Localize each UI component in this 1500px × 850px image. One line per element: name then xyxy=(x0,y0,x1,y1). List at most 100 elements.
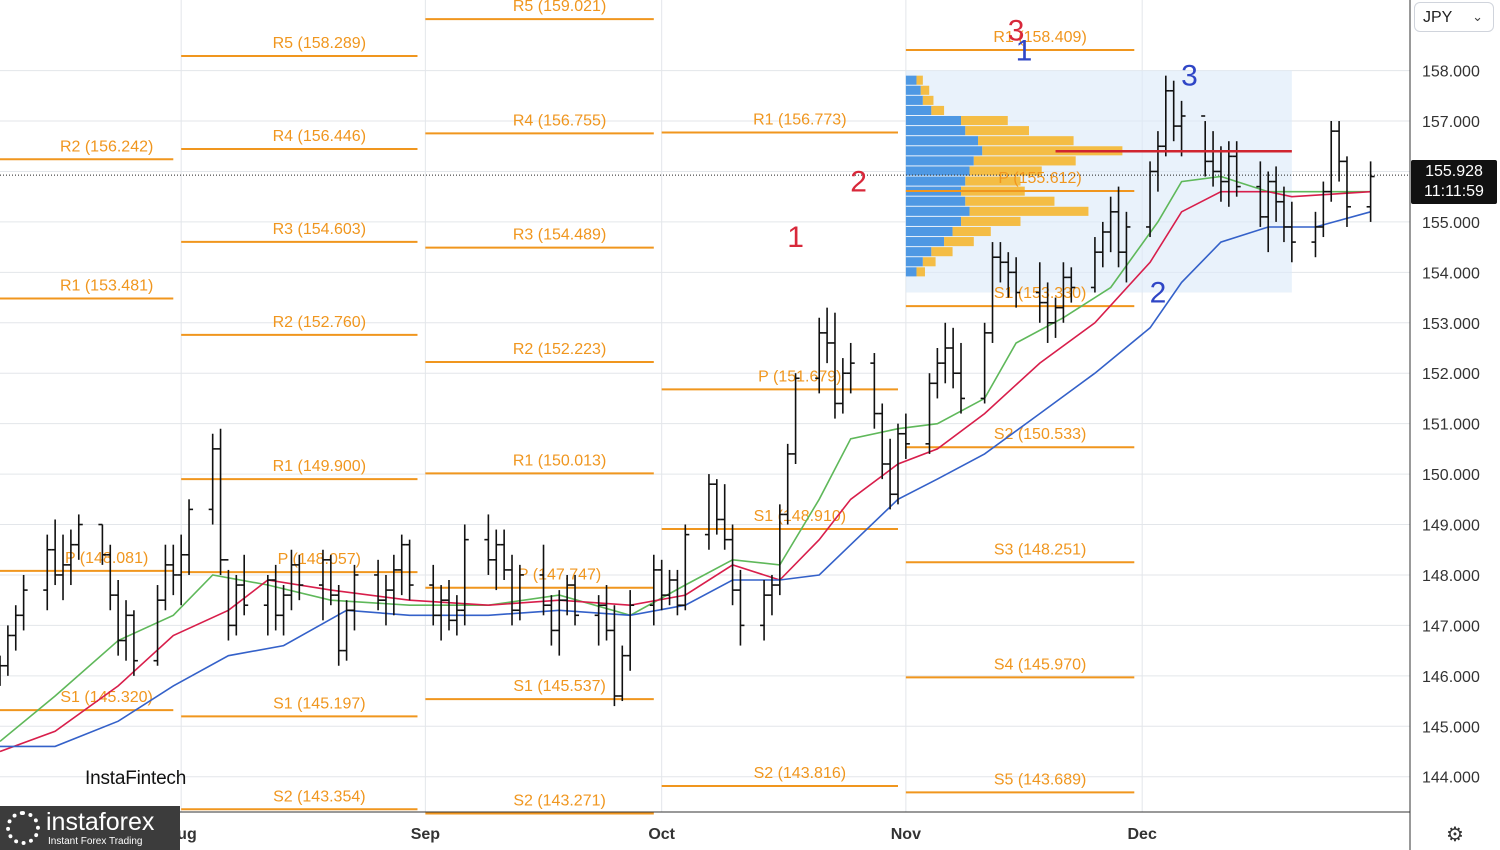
ohlc-bar xyxy=(318,549,327,621)
ohlc-bar xyxy=(1366,161,1375,222)
ohlc-bar xyxy=(571,574,580,626)
ohlc-bar xyxy=(1153,131,1162,192)
ohlc-bar xyxy=(350,564,359,631)
last-price-tag: 155.928 11:11:59 xyxy=(1411,160,1497,204)
ohlc-bar xyxy=(980,322,989,404)
ohlc-bar xyxy=(1122,211,1131,283)
ohlc-bar xyxy=(681,524,690,611)
volume-profile-sell-bar xyxy=(916,75,923,85)
volume-profile-sell-bar xyxy=(931,105,945,115)
ohlc-bar xyxy=(767,574,776,616)
ohlc-bar xyxy=(1169,80,1178,142)
volume-profile-buy-bar xyxy=(905,216,962,226)
moving-average-line xyxy=(0,175,1371,743)
pivot-level-label: S1 (145.320) xyxy=(60,689,153,706)
bar-countdown: 11:11:59 xyxy=(1424,183,1484,200)
pivot-level-label: S2 (150.533) xyxy=(994,426,1087,443)
ohlc-bar xyxy=(1004,252,1013,298)
ohlc-bar xyxy=(216,428,225,575)
gear-icon[interactable]: ⚙ xyxy=(1446,824,1464,846)
ohlc-bar xyxy=(452,595,461,636)
x-tick-label: Dec xyxy=(1127,826,1156,843)
ohlc-bar xyxy=(649,554,658,626)
ohlc-bar xyxy=(1311,211,1320,258)
pivot-level-label: P (147.747) xyxy=(518,567,601,584)
ohlc-bar xyxy=(1043,282,1052,343)
pivot-level-label: R5 (158.289) xyxy=(273,35,366,52)
pivot-level-label: R3 (154.489) xyxy=(513,227,606,244)
pivot-level-label: R1 (158.409) xyxy=(993,29,1086,46)
volume-profile-buy-bar xyxy=(905,95,923,105)
currency-select[interactable]: JPY ⌄ xyxy=(1414,2,1494,32)
ohlc-bar xyxy=(98,523,107,565)
y-tick-label: 150.000 xyxy=(1422,467,1480,484)
pivot-level-label: R3 (154.603) xyxy=(273,221,366,238)
ohlc-bar xyxy=(728,524,737,606)
ohlc-bar xyxy=(405,539,414,601)
ohlc-bar xyxy=(1201,115,1210,177)
ohlc-bar xyxy=(712,479,721,535)
ohlc-bar xyxy=(704,474,713,550)
ohlc-bar xyxy=(1327,121,1336,202)
ohlc-bar xyxy=(1106,196,1115,253)
ohlc-bar xyxy=(444,580,453,631)
pivot-level-label: R4 (156.446) xyxy=(273,128,366,145)
pivot-level-label: S1 (145.537) xyxy=(513,678,606,695)
volume-profile-buy-bar xyxy=(905,196,966,206)
ohlc-bar xyxy=(610,605,619,707)
ohlc-bar xyxy=(326,554,335,606)
ohlc-bar xyxy=(838,358,847,414)
volume-profile-sell-bar xyxy=(952,226,991,237)
y-tick-label: 144.000 xyxy=(1422,770,1480,787)
pivot-level-label: P (151.679) xyxy=(758,368,841,385)
pivot-level-label: R1 (156.773) xyxy=(753,111,846,128)
ohlc-bar xyxy=(878,403,887,480)
ohlc-bar xyxy=(185,499,194,575)
ohlc-bar xyxy=(389,554,398,616)
pivot-level-label: S2 (143.354) xyxy=(273,788,366,805)
volume-profile-sell-bar xyxy=(965,196,1055,206)
pivot-level-label: P (148.057) xyxy=(278,551,361,568)
y-tick-label: 158.000 xyxy=(1422,64,1480,81)
volume-profile-sell-bar xyxy=(922,257,936,267)
ohlc-bar xyxy=(169,544,178,596)
volume-profile-sell-bar xyxy=(969,206,1089,216)
pivot-level-label: P (148.081) xyxy=(65,550,148,567)
ohlc-bar xyxy=(1216,146,1225,202)
ohlc-bar xyxy=(1287,201,1296,263)
ohlc-bar xyxy=(515,564,524,621)
volume-profile-buy-bar xyxy=(905,126,966,136)
ohlc-bar xyxy=(374,559,383,611)
volume-profile-buy-bar xyxy=(905,105,932,115)
volume-profile-sell-bar xyxy=(965,176,1021,186)
ohlc-bar xyxy=(1256,161,1265,227)
volume-profile-buy-bar xyxy=(905,267,917,277)
ohlc-bar xyxy=(51,519,60,586)
ohlc-bar xyxy=(1114,186,1123,268)
volume-profile-sell-bar xyxy=(973,156,1076,166)
ohlc-bar xyxy=(563,574,572,616)
volume-profile-buy-bar xyxy=(905,85,921,95)
ohlc-bar xyxy=(547,595,556,646)
y-tick-label: 152.000 xyxy=(1422,366,1480,383)
y-tick-label: 145.000 xyxy=(1422,719,1480,736)
ohlc-bar xyxy=(106,544,115,611)
ohlc-bar xyxy=(500,529,509,580)
ohlc-bar xyxy=(334,585,343,666)
pivot-level-label: P (155.612) xyxy=(998,170,1081,187)
pivot-level-label: R4 (156.755) xyxy=(513,112,606,129)
ohlc-bar xyxy=(1098,221,1107,268)
ohlc-bar xyxy=(74,514,83,560)
ohlc-bar xyxy=(460,524,469,626)
volume-profile-sell-bar xyxy=(982,146,1123,156)
ohlc-bar xyxy=(1272,166,1281,222)
ohlc-bar xyxy=(0,655,4,686)
volume-profile-buy-bar xyxy=(905,136,979,146)
ohlc-bar xyxy=(901,413,910,459)
ohlc-bar xyxy=(1177,100,1186,157)
volume-profile-sell-bar xyxy=(920,85,930,95)
ohlc-bar xyxy=(161,544,170,611)
ohlc-bar xyxy=(11,605,20,651)
ohlc-bar xyxy=(760,580,769,641)
